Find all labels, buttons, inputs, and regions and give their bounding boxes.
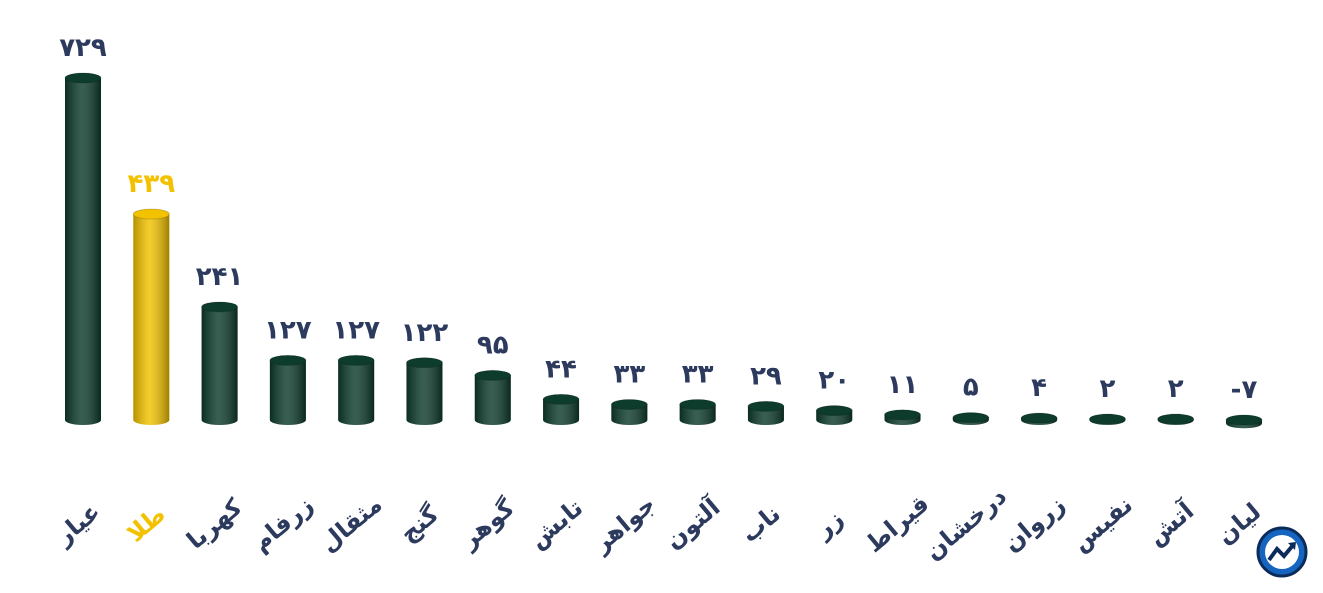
value-label: ۵ (963, 373, 979, 403)
value-label: ۴ (1031, 373, 1047, 403)
category-label: آلتون (659, 492, 726, 555)
bar-shade (133, 209, 170, 425)
category-label: درخشان (919, 482, 1012, 566)
bar-cap (201, 301, 239, 313)
category-label: ناب (736, 500, 786, 549)
bar-cap (405, 357, 443, 369)
category-label: طلا (122, 500, 171, 548)
category-label: آتش (1141, 495, 1199, 551)
value-label: -۷ (1231, 375, 1258, 405)
category-label: گنج (395, 500, 444, 548)
bar-cap (1020, 412, 1058, 424)
category-label: زرفام (247, 491, 319, 557)
bar-cap (269, 354, 307, 366)
bar-cap (1157, 413, 1195, 425)
value-label: ۱۲۷ (264, 315, 312, 345)
bar-shade (65, 73, 101, 425)
category-label: مثقال (315, 490, 388, 558)
bar-cap (679, 399, 717, 411)
bar-cap (64, 72, 102, 84)
value-label: ۲ (1168, 374, 1184, 404)
bar-shade (269, 355, 306, 425)
logo (1256, 526, 1308, 578)
category-label: جواهر (587, 490, 661, 558)
bar-shade (406, 357, 443, 425)
bar-cap (884, 409, 922, 421)
bar-cap (610, 399, 648, 411)
category-label: زر (809, 504, 849, 544)
category-label: کهربا (181, 493, 247, 555)
category-label: عیار (49, 497, 105, 551)
value-label: ۲۴۱ (196, 262, 244, 292)
bar-cap (747, 400, 785, 412)
value-label: ۳۳ (613, 360, 645, 390)
bar-shade (201, 301, 238, 425)
value-label: ۲۰ (818, 366, 850, 396)
bar-cap (337, 354, 375, 366)
category-label: تابش (524, 494, 589, 555)
value-label: ۱۲۲ (401, 318, 449, 348)
value-label: ۲ (1099, 374, 1115, 404)
value-label: ۳۳ (682, 360, 714, 390)
bar-shade (474, 370, 511, 425)
category-label: گوهر (455, 494, 520, 555)
category-label: لیان (1211, 498, 1266, 551)
value-label: ۴۳۹ (127, 169, 175, 199)
bar-cap (474, 369, 512, 381)
value-label: ۲۹ (750, 361, 782, 391)
value-label: ۱۱ (887, 370, 919, 400)
bar-shade (338, 355, 375, 425)
value-label: ۱۲۷ (332, 315, 380, 345)
value-label: ۴۴ (545, 354, 577, 384)
bar-cap (542, 393, 580, 405)
bar-cap (952, 412, 990, 424)
value-label: ۷۲۹ (59, 33, 107, 63)
bar-cap (1225, 414, 1263, 426)
category-label: نفیس (1066, 491, 1138, 557)
bar-cap (132, 208, 170, 220)
bar-cap (1088, 413, 1126, 425)
value-label: ۹۵ (477, 330, 509, 360)
bar-cap (815, 405, 853, 417)
